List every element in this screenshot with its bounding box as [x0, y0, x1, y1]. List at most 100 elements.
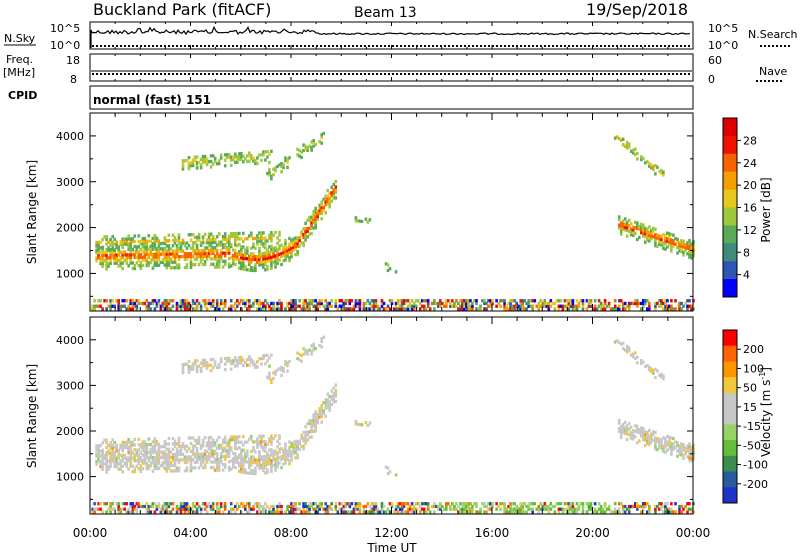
power-cell [322, 208, 325, 212]
velocity-cell [676, 449, 679, 453]
velocity-cell [93, 502, 96, 506]
velocity-cell [509, 507, 512, 511]
power-cell [274, 265, 277, 269]
power-cell [119, 307, 122, 311]
velocity-cell [304, 441, 307, 445]
velocity-cell [252, 458, 255, 462]
power-cell [149, 247, 153, 251]
velocity-cell [223, 507, 227, 511]
power-cell [115, 258, 118, 263]
power-cell [471, 307, 474, 311]
power-cell [217, 257, 221, 261]
velocity-cell [278, 434, 281, 438]
velocity-cell [320, 345, 323, 349]
power-colorbar-segment [723, 171, 737, 190]
power-cell [248, 159, 251, 163]
power-cell [240, 299, 243, 303]
power-cell [135, 250, 139, 254]
power-cell [658, 299, 661, 303]
velocity-cell [119, 453, 122, 457]
velocity-cell [155, 450, 159, 454]
power-cell [240, 154, 243, 159]
power-cell [298, 304, 301, 308]
velocity-cell [328, 395, 331, 399]
velocity-cell [274, 468, 277, 472]
power-cell [306, 218, 309, 222]
power-cell [191, 299, 195, 303]
velocity-cell [205, 504, 209, 509]
power-cell [547, 307, 551, 311]
power-cell [631, 148, 635, 152]
velocity-cell [613, 502, 617, 506]
power-cell [191, 263, 195, 267]
power-cell [414, 299, 418, 303]
power-cell [234, 251, 237, 255]
velocity-cell [197, 436, 201, 440]
date-title: 19/Sep/2018 [586, 0, 688, 19]
velocity-cell [213, 441, 217, 445]
power-cell [165, 301, 169, 306]
power-cell [316, 214, 319, 219]
power-cell [248, 154, 251, 158]
velocity-cell [324, 406, 327, 410]
velocity-cell [163, 445, 167, 449]
power-cell [625, 143, 629, 147]
power-cell [107, 240, 110, 244]
velocity-colorbar-segment [723, 440, 737, 457]
power-data-cells [91, 131, 695, 311]
velocity-cell [219, 446, 223, 450]
power-cell [481, 299, 484, 303]
velocity-cell [308, 507, 311, 511]
velocity-cell [314, 421, 317, 425]
power-cell [276, 250, 279, 255]
power-cell [652, 229, 655, 233]
power-cell [153, 307, 157, 311]
velocity-cell [195, 359, 199, 363]
velocity-cell [563, 507, 567, 511]
velocity-cell [115, 446, 118, 450]
velocity-cell [648, 434, 651, 438]
velocity-cell [455, 502, 458, 506]
velocity-cell [205, 444, 209, 448]
power-cell [292, 245, 295, 249]
velocity-cell [581, 510, 585, 514]
power-cell [199, 260, 203, 264]
power-cell [149, 244, 153, 248]
power-cell [121, 250, 124, 254]
power-cell [678, 243, 681, 248]
power-cell [312, 220, 315, 225]
velocity-cell [97, 451, 100, 455]
power-cell [268, 170, 271, 174]
velocity-cell [342, 507, 346, 511]
power-cell [625, 226, 629, 230]
power-cell [258, 307, 261, 311]
velocity-cell [207, 446, 211, 451]
power-cell [211, 304, 215, 308]
power-cell [332, 188, 336, 192]
power-cell [179, 304, 183, 308]
power-cell [439, 304, 442, 308]
power-cell [95, 249, 98, 253]
velocity-cell [320, 409, 323, 413]
power-cell [262, 265, 265, 269]
velocity-cell [304, 502, 307, 506]
velocity-cell [623, 510, 627, 514]
power-cell [549, 299, 553, 303]
velocity-cell [177, 469, 181, 473]
velocity-cell [272, 458, 275, 462]
velocity-cell [648, 368, 651, 372]
power-cell [545, 304, 549, 308]
velocity-cell [688, 453, 691, 457]
power-cell [658, 304, 661, 308]
power-cell [326, 197, 329, 201]
power-cell [203, 160, 207, 164]
velocity-cell [471, 510, 474, 514]
velocity-cell [648, 437, 651, 441]
power-cell [181, 167, 185, 171]
power-cell [175, 252, 179, 256]
power-cell [676, 237, 679, 241]
velocity-cell [143, 461, 147, 465]
power-cell [278, 244, 281, 248]
power-cell [252, 242, 255, 246]
power-cell [276, 241, 279, 246]
